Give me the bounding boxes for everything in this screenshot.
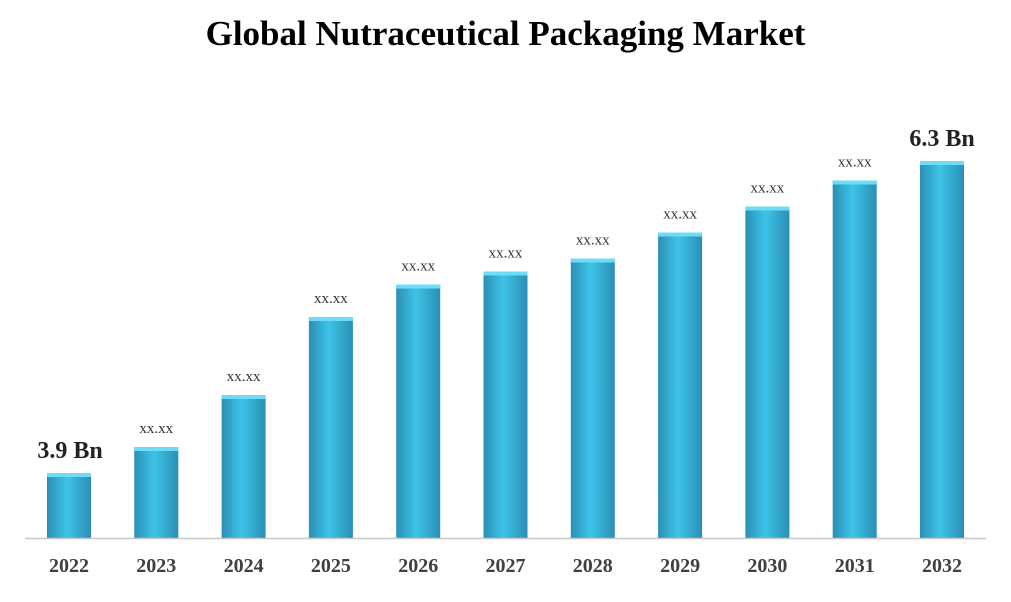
x-tick-label: 2025 xyxy=(311,555,351,577)
x-tick-label: 2022 xyxy=(49,555,89,577)
data-label-2028: xx.xx xyxy=(576,233,610,249)
bar-top-2027 xyxy=(483,271,528,276)
chart-title: Global Nutraceutical Packaging Market xyxy=(205,14,806,53)
data-label-2029: xx.xx xyxy=(663,207,697,223)
labels-layer: 2022 3.9 Bn 2023 xx.xx 2024 xx.xx 2025 xx.xx 202… xyxy=(37,126,974,577)
bar-top-2022 xyxy=(47,473,91,477)
data-label-2026: xx.xx xyxy=(401,259,435,275)
bar-top-2026 xyxy=(396,284,441,289)
x-tick-label: 2026 xyxy=(398,555,438,577)
x-tick-label: 2032 xyxy=(922,555,962,577)
bar-top-2025 xyxy=(308,317,353,321)
bar-2023 xyxy=(134,447,179,538)
bar-2032 xyxy=(920,161,964,538)
data-label-2023: xx.xx xyxy=(139,421,173,437)
bar-top-2031 xyxy=(832,180,877,185)
x-tick-label: 2029 xyxy=(660,555,700,577)
data-label-2030: xx.xx xyxy=(751,181,785,197)
bar-top-2024 xyxy=(221,395,266,399)
bar-2026 xyxy=(396,284,441,538)
bar-2024 xyxy=(221,395,266,538)
data-label-2022: 3.9 Bn xyxy=(37,438,102,464)
data-label-2025: xx.xx xyxy=(314,291,348,307)
bar-2025 xyxy=(308,317,353,538)
data-label-2032: 6.3 Bn xyxy=(909,126,974,152)
bar-2028 xyxy=(570,258,615,538)
x-tick-label: 2030 xyxy=(747,555,787,577)
x-tick-label: 2027 xyxy=(486,555,526,577)
x-tick-label: 2023 xyxy=(136,555,176,577)
bar-top-2032 xyxy=(920,161,964,165)
bar-top-2030 xyxy=(745,206,790,211)
data-label-2031: xx.xx xyxy=(838,155,872,171)
bars-layer xyxy=(47,161,964,538)
bar-top-2023 xyxy=(134,447,179,451)
bar-top-2029 xyxy=(658,232,703,237)
data-label-2027: xx.xx xyxy=(489,246,523,262)
bar-2027 xyxy=(483,271,528,538)
bar-2031 xyxy=(832,180,877,538)
bar-2022 xyxy=(47,473,91,538)
bar-2030 xyxy=(745,206,790,538)
x-tick-label: 2028 xyxy=(573,555,613,577)
bar-top-2028 xyxy=(570,258,615,263)
data-label-2024: xx.xx xyxy=(227,369,261,385)
bar-2029 xyxy=(658,232,703,538)
x-tick-label: 2031 xyxy=(835,555,875,577)
x-tick-label: 2024 xyxy=(224,555,264,577)
